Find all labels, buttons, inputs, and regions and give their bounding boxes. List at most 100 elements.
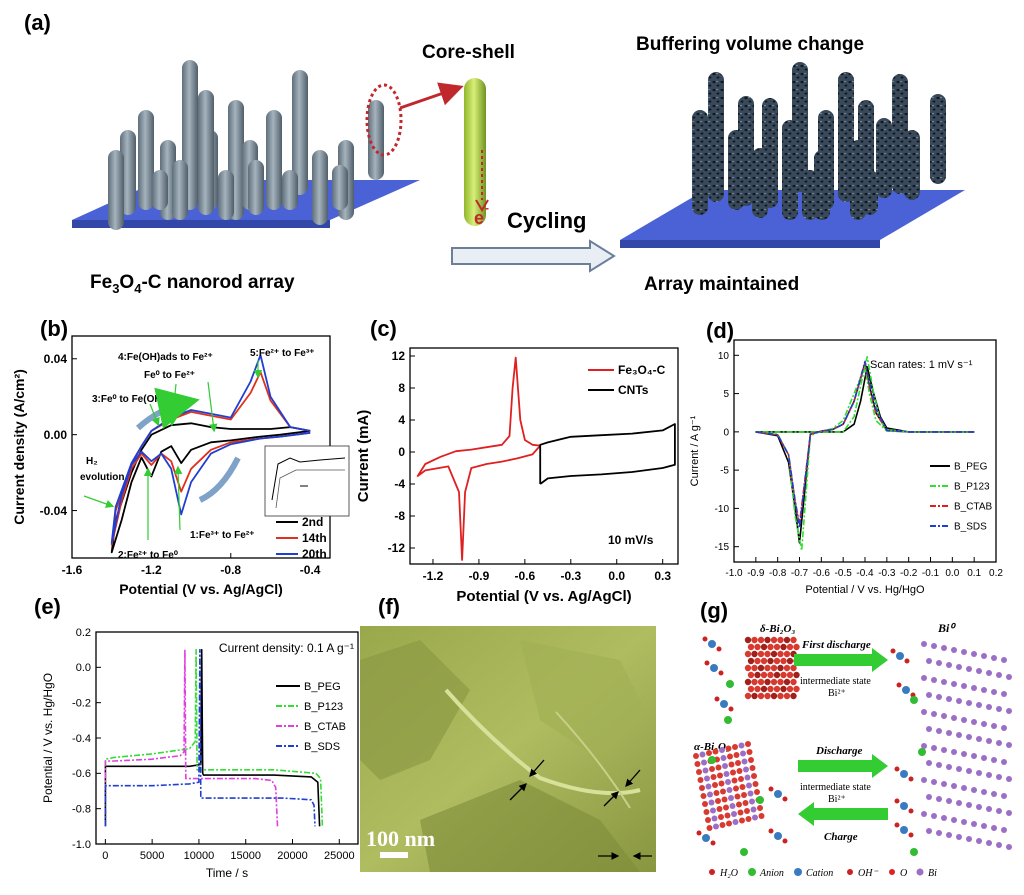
delta-atom: [744, 692, 752, 700]
delta-atom: [747, 685, 755, 693]
zoom-arrow: [399, 82, 464, 110]
delta-atom: [757, 636, 765, 644]
alpha-atom: [752, 814, 758, 821]
chart-d: (d) -1.0 -0.9 -0.8 -0.7 -0.6 -0.5 -0.4 -0.3 -0.2…: [689, 318, 1003, 596]
alpha-atom: [710, 774, 717, 780]
delta-atom: [777, 692, 784, 700]
nanorod: [248, 160, 264, 215]
bi-atom: [961, 649, 967, 655]
y-tick-label: -0.04: [40, 504, 68, 518]
alpha-atom: [713, 823, 719, 830]
annotation-arrow-icon: [173, 465, 183, 531]
alpha-atom: [719, 822, 726, 828]
alpha-atom: [728, 795, 734, 801]
y-tick-label: 0: [398, 445, 405, 459]
panel-a: (a) Core-shell e - Cycling Buffering vol…: [24, 10, 965, 296]
intermediate-bi-2: Bi²⁺: [828, 794, 846, 805]
alpha-atom: [732, 744, 738, 750]
alpha-atom: [726, 820, 732, 827]
x-tick-label: 0.2: [989, 568, 1003, 579]
thickness-arrow-icon: [529, 759, 545, 777]
legend-bi: Bi: [928, 868, 937, 879]
bi-atom: [941, 645, 947, 651]
cation-atom: [774, 790, 782, 798]
anion-atom: [910, 696, 918, 704]
x-tick-label: 0.3: [654, 569, 671, 583]
substrate-left-edge: [72, 220, 330, 228]
delta-atom: [773, 671, 781, 679]
alpha-atom: [706, 750, 712, 756]
water-atom: [768, 786, 774, 792]
delta-atom: [744, 636, 752, 644]
core-shell-label: Core-shell: [422, 42, 515, 63]
x-tick-label: -0.5: [835, 568, 853, 579]
legend-bi-icon: [916, 868, 924, 876]
delta-atom: [773, 657, 781, 665]
delta-atom: [783, 636, 791, 644]
delta-atom: [747, 657, 755, 665]
bi-atom: [921, 743, 927, 749]
bi-atom: [951, 647, 957, 653]
alpha-atom: [715, 798, 721, 804]
porous-nanorod: [904, 130, 920, 200]
delta-atom: [751, 692, 758, 700]
anion-atom: [708, 756, 716, 764]
bi-atom: [956, 732, 962, 738]
series-line-0: [104, 648, 321, 827]
bi-atom: [946, 798, 952, 804]
nanorod: [312, 150, 328, 225]
y-tick-label: 0.2: [76, 627, 91, 639]
series-line-1: [110, 371, 311, 546]
water-atom: [704, 660, 710, 666]
x-tick-label: -0.2: [900, 568, 918, 579]
series-line-2: [104, 648, 279, 827]
solvent-molecules: [696, 636, 926, 856]
alpha-atom: [746, 749, 753, 755]
alpha-atom: [752, 781, 759, 787]
water-atom: [894, 798, 900, 804]
nanorod: [332, 165, 348, 210]
buffering-label: Buffering volume change: [636, 34, 864, 55]
bi-atom: [936, 762, 942, 768]
cation-atom: [902, 686, 910, 694]
delta-atom: [744, 678, 752, 686]
panel-f: (f) 100 nm: [360, 594, 656, 872]
alpha-atom: [720, 755, 727, 761]
alpha-atom: [722, 763, 728, 769]
panel-a-label: (a): [24, 10, 51, 35]
charge-arrow: [798, 802, 888, 826]
array-caption-left: Fe3O4-C nanorod array: [90, 272, 295, 296]
delta-atom: [783, 650, 791, 658]
legend-label: B_SDS: [304, 741, 340, 753]
alpha-atom: [716, 806, 723, 812]
delta-atom: [764, 692, 771, 700]
chart-annotation: Fe⁰ to Fe²⁺: [144, 370, 195, 381]
delta-atom: [790, 692, 797, 700]
bi-atom: [966, 768, 972, 774]
alpha-atom: [736, 768, 743, 774]
delta-atom: [770, 664, 778, 672]
bi-atom: [941, 679, 947, 685]
alpha-atom: [718, 814, 724, 820]
x-axis-label: Time / s: [206, 866, 248, 880]
bi-atom: [961, 683, 967, 689]
nanorod: [152, 170, 168, 210]
bi-atom: [976, 770, 982, 776]
x-tick-label: -0.7: [791, 568, 809, 579]
bi-atom: [921, 811, 927, 817]
series-line-1: [104, 648, 324, 827]
x-tick-label: -1.2: [423, 569, 444, 583]
alpha-atom: [736, 801, 742, 808]
cation-atom: [720, 700, 728, 708]
delta-atom: [744, 650, 752, 658]
delta-atom: [760, 685, 768, 693]
bi-atom: [1006, 810, 1012, 816]
y-tick-label: 8: [398, 381, 405, 395]
cation-atom: [702, 834, 710, 842]
panel-f-label: (f): [378, 594, 400, 619]
x-tick-label: 5000: [140, 850, 164, 862]
water-atom: [782, 838, 788, 844]
y-tick-label: -1.0: [72, 839, 91, 851]
bi-atom: [976, 838, 982, 844]
